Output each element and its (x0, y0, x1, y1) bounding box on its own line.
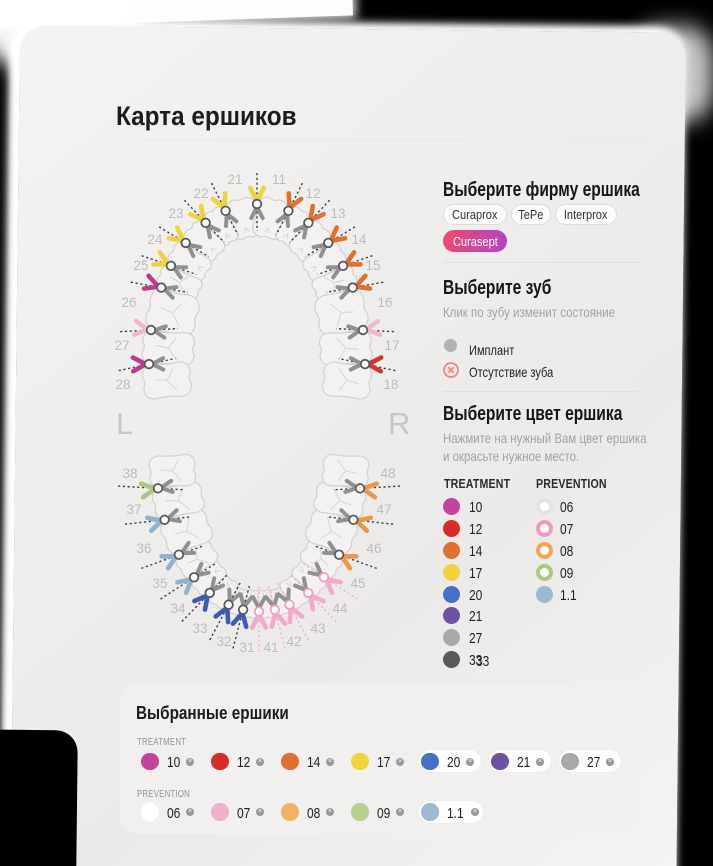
svg-text:27: 27 (114, 338, 129, 353)
svg-text:47: 47 (376, 502, 391, 517)
svg-text:37: 37 (126, 502, 141, 517)
svg-text:45: 45 (350, 576, 365, 591)
svg-text:16: 16 (377, 295, 392, 310)
svg-text:15: 15 (365, 258, 380, 273)
svg-text:22: 22 (193, 186, 208, 201)
svg-text:38: 38 (122, 466, 137, 481)
svg-text:44: 44 (332, 601, 348, 616)
svg-text:41: 41 (263, 640, 278, 655)
svg-text:13: 13 (330, 206, 345, 221)
svg-text:28: 28 (115, 377, 130, 392)
svg-text:36: 36 (136, 541, 151, 556)
svg-text:32: 32 (216, 634, 231, 649)
svg-text:11: 11 (272, 172, 286, 187)
svg-text:26: 26 (121, 295, 136, 310)
svg-text:42: 42 (286, 634, 301, 649)
svg-text:31: 31 (239, 640, 254, 655)
svg-text:43: 43 (310, 621, 325, 636)
svg-text:12: 12 (305, 186, 320, 201)
svg-text:33: 33 (192, 621, 207, 636)
svg-text:18: 18 (383, 377, 398, 392)
svg-text:25: 25 (133, 258, 148, 273)
svg-text:23: 23 (168, 206, 183, 221)
svg-text:24: 24 (147, 232, 163, 247)
svg-text:48: 48 (380, 466, 395, 481)
svg-text:21: 21 (227, 172, 242, 187)
svg-text:34: 34 (170, 601, 186, 616)
svg-text:14: 14 (351, 232, 367, 247)
svg-text:35: 35 (152, 576, 167, 591)
svg-text:46: 46 (366, 541, 381, 556)
svg-text:17: 17 (384, 338, 399, 353)
